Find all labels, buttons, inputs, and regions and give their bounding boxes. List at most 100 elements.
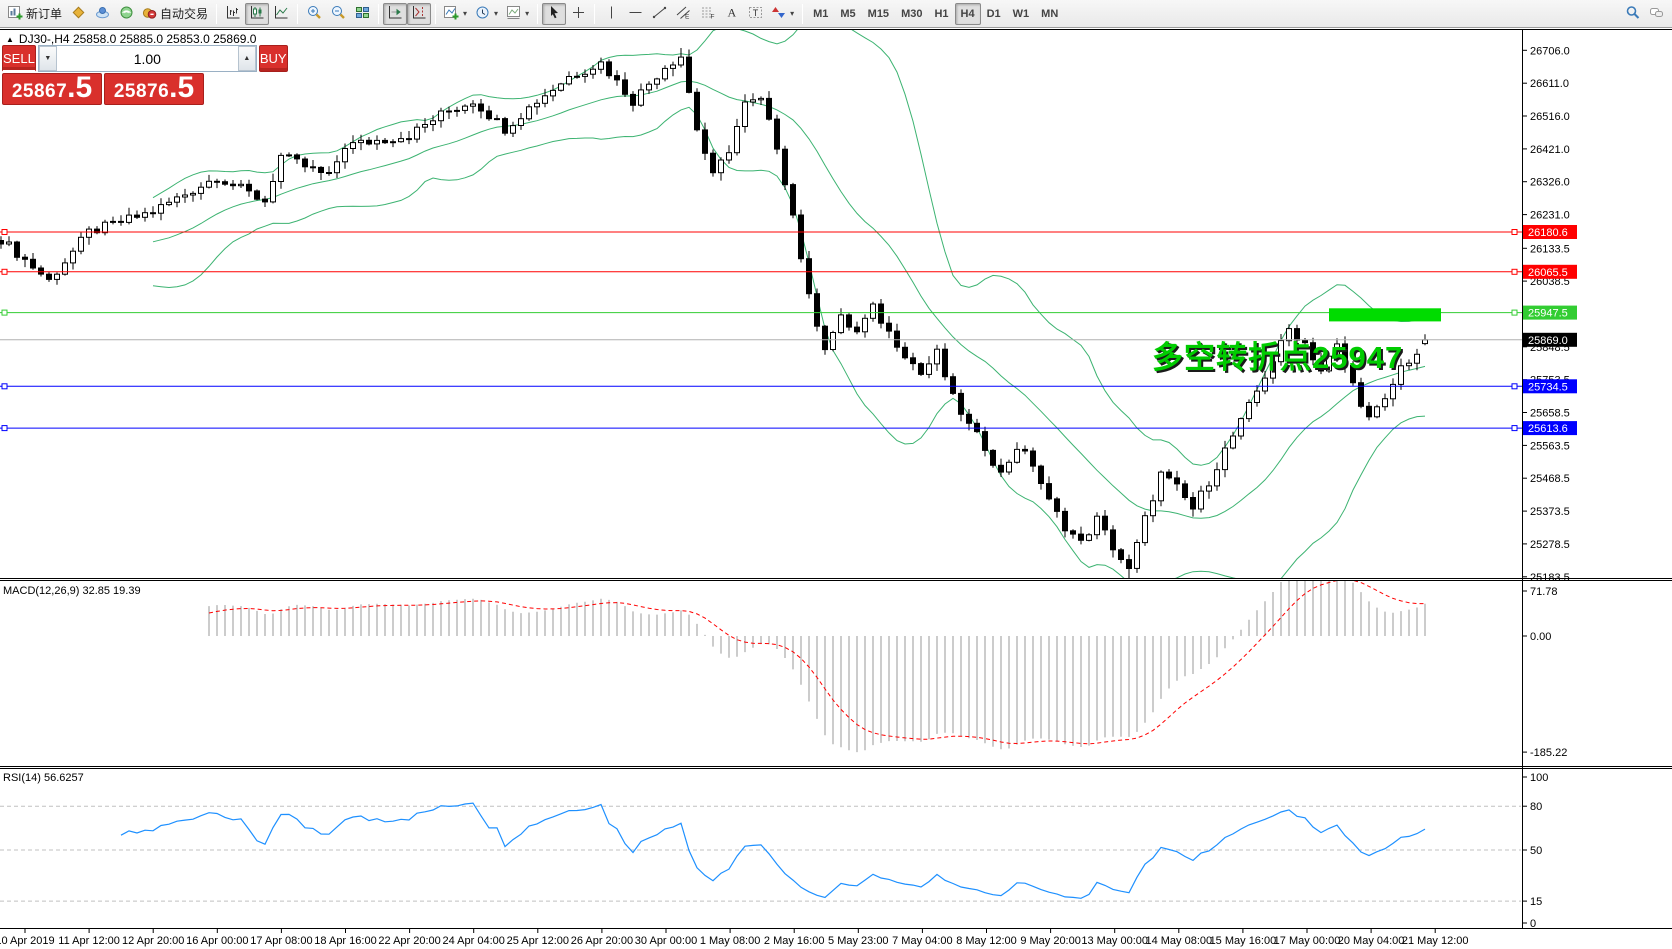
sell-price-button[interactable]: 25867 .5: [2, 73, 102, 105]
price-tag-25613.6[interactable]: 25613.6: [1523, 421, 1577, 436]
bar-chart-button[interactable]: [221, 3, 245, 25]
price-tag-25869.0[interactable]: 25869.0: [1523, 332, 1577, 347]
chart-text-annotation[interactable]: 多空转折点25947: [1152, 340, 1404, 375]
candle-body: [1054, 498, 1060, 512]
candle-body: [910, 357, 916, 365]
timeframe-m30-button[interactable]: M30: [901, 7, 923, 20]
horizontal-line-26180.6[interactable]: [0, 229, 1522, 235]
candle-body: [1030, 450, 1036, 467]
volume-decrease-button[interactable]: ▼: [38, 46, 57, 71]
line-handle[interactable]: [1, 425, 8, 432]
timeframe-h1-button[interactable]: H1: [934, 7, 949, 20]
time-tick-label: 24 Apr 04:00: [443, 935, 505, 947]
chat-button[interactable]: [1644, 3, 1668, 25]
price-tick-label: 25183.5: [1530, 572, 1570, 584]
time-tick-label: 22 Apr 20:00: [378, 935, 440, 947]
line-handle[interactable]: [1, 229, 8, 235]
time-tick-label: 20 May 04:00: [1338, 935, 1405, 947]
search-button[interactable]: [1620, 3, 1644, 25]
macd-pane[interactable]: [208, 566, 1426, 753]
trend-line-button[interactable]: [647, 3, 671, 25]
zoom-out-button[interactable]: [326, 3, 350, 25]
candle-body: [30, 258, 36, 269]
candle-body: [94, 228, 100, 234]
horizontal-line-25734.5[interactable]: [0, 383, 1522, 390]
timeframe-w1-button[interactable]: W1: [1012, 7, 1030, 20]
auto-scroll-button[interactable]: [383, 2, 408, 25]
rsi-axis[interactable]: 100 80 50 15 0: [1522, 772, 1548, 930]
text-button[interactable]: A: [719, 3, 743, 25]
price-tag-25947.5[interactable]: 25947.5: [1523, 305, 1577, 320]
line-handle[interactable]: [1511, 425, 1518, 432]
candlestick-chart-button[interactable]: [245, 2, 270, 25]
metaeditor-button[interactable]: [66, 3, 90, 25]
line-handle[interactable]: [1511, 268, 1518, 275]
vps-hosting-button[interactable]: [90, 3, 114, 25]
candle-body: [838, 314, 844, 334]
price-axis[interactable]: 26706.0 26611.0 26516.0 26421.0 26326.0 26231…: [1522, 45, 1577, 584]
equidistant-channel-button[interactable]: E: [671, 3, 695, 25]
candle-body: [366, 139, 372, 145]
subwindow-collapse-icon[interactable]: ▲: [6, 34, 14, 44]
rectangle-object[interactable]: [1329, 308, 1441, 322]
candle-body: [678, 56, 684, 66]
zoom-in-button[interactable]: [302, 3, 326, 25]
signals-button[interactable]: [114, 3, 138, 25]
volume-increase-button[interactable]: ▲: [237, 46, 256, 71]
horizontal-line-25947.5[interactable]: [0, 309, 1522, 316]
candle-body: [766, 97, 772, 120]
new-order-button[interactable]: 新订单: [4, 3, 66, 25]
candle-body: [326, 172, 332, 174]
cursor-button[interactable]: [542, 2, 567, 25]
timeframe-mn-button[interactable]: MN: [1041, 7, 1059, 20]
candle-body: [1238, 418, 1244, 437]
horizontal-line-button[interactable]: [623, 3, 647, 25]
time-tick-label: 12 Apr 20:00: [122, 935, 184, 947]
sell-button[interactable]: SELL: [2, 45, 36, 72]
autotrading-button[interactable]: 自动交易: [138, 3, 212, 25]
price-tag-25734.5[interactable]: 25734.5: [1523, 379, 1577, 394]
rsi-pane[interactable]: [0, 802, 1522, 902]
arrows-button[interactable]: ▾: [767, 3, 798, 25]
templates-button[interactable]: ▾: [502, 3, 533, 25]
vertical-line-button[interactable]: [599, 3, 623, 25]
text-label-button[interactable]: T: [743, 3, 767, 25]
line-handle[interactable]: [1511, 309, 1518, 316]
timeframe-d1-button[interactable]: D1: [986, 7, 1001, 20]
chart-window[interactable]: 26706.0 26611.0 26516.0 26421.0 26326.0 26231…: [0, 29, 1672, 949]
chat-icon: [1649, 5, 1664, 23]
fibonacci-button[interactable]: F: [695, 3, 719, 25]
timeframe-m15-button[interactable]: M15: [867, 7, 890, 20]
price-tag-26065.5[interactable]: 26065.5: [1523, 264, 1577, 279]
zoom-out-icon: [331, 5, 346, 23]
volume-input[interactable]: [56, 46, 238, 71]
line-handle[interactable]: [1511, 229, 1518, 235]
crosshair-button[interactable]: [566, 3, 590, 25]
line-chart-button[interactable]: [269, 3, 293, 25]
candle-body: [1014, 448, 1020, 463]
svg-text:26065.5: 26065.5: [1528, 267, 1568, 279]
periods-button[interactable]: ▾: [471, 3, 502, 25]
buy-price-button[interactable]: 25876 .5: [104, 73, 204, 105]
horizontal-line-26065.5[interactable]: [0, 268, 1522, 275]
macd-axis[interactable]: 71.78 0.00 -185.22: [1522, 586, 1567, 759]
time-tick-label: 5 May 23:00: [828, 935, 889, 947]
line-handle[interactable]: [1, 309, 8, 316]
timeframe-h4-button[interactable]: H4: [954, 2, 981, 25]
indicators-button[interactable]: ▾: [440, 3, 471, 25]
line-handle[interactable]: [1511, 383, 1518, 390]
buy-button[interactable]: BUY: [258, 45, 288, 72]
chart-shift-button[interactable]: [407, 2, 432, 25]
horizontal-line-25613.6[interactable]: [0, 425, 1522, 432]
timeframe-m1-button[interactable]: M1: [813, 7, 829, 20]
line-handle[interactable]: [1, 383, 8, 390]
timeframe-m5-button[interactable]: M5: [840, 7, 856, 20]
candle-body: [694, 91, 700, 131]
time-axis[interactable]: 10 Apr 2019 11 Apr 12:00 12 Apr 20:00 16 Ap…: [0, 928, 1469, 948]
one-click-trading-panel: SELL ▼ ▲ BUY 25867 .5 25876 .5: [2, 45, 288, 105]
price-tag-26180.6[interactable]: 26180.6: [1523, 225, 1577, 239]
candle-body: [990, 449, 996, 466]
line-handle[interactable]: [1, 268, 8, 275]
main-price-pane[interactable]: [0, 29, 1428, 587]
tile-windows-button[interactable]: [350, 3, 374, 25]
